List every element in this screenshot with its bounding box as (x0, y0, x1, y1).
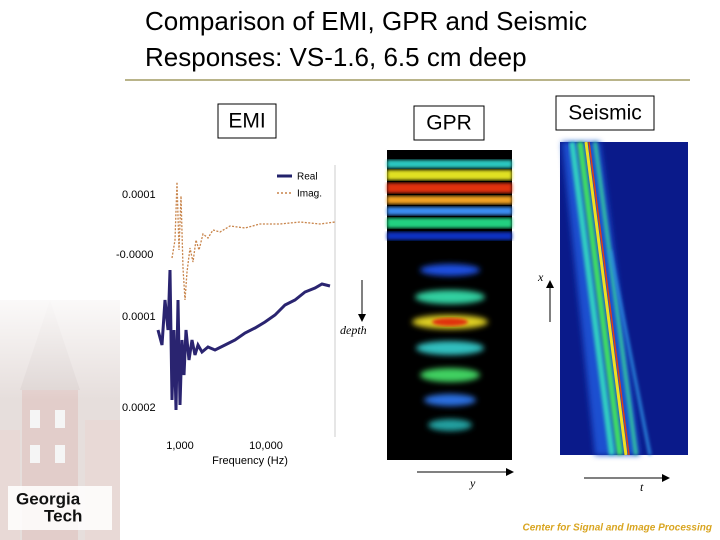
title-line: Comparison of EMI, GPR and Seismic (145, 6, 587, 36)
arrowhead (358, 314, 366, 322)
panel-label: GPR (426, 112, 472, 135)
arrowhead (506, 468, 514, 476)
axis-label: t (640, 480, 644, 494)
seismic-image (560, 141, 688, 456)
axis-label: x (537, 270, 544, 284)
background-fade (0, 280, 125, 400)
footer: Center for Signal and Image Processing (523, 523, 713, 534)
logo-text: Georgia (16, 489, 81, 508)
emi-plot: 0.0001 -0.0000 0.0001 0.0002 1,000 10,00… (116, 165, 336, 467)
real-curve (156, 269, 331, 411)
x-axis-label: Frequency (Hz) (212, 455, 288, 467)
panel-label: EMI (228, 110, 265, 133)
label-box (555, 95, 655, 131)
y-tick-label: 0.0001 (122, 311, 156, 323)
y-tick-label: 0.0001 (122, 189, 156, 201)
x-tick-label: 1,000 (166, 440, 194, 452)
axis-label: depth (340, 323, 367, 337)
x-tick-label: 10,000 (249, 440, 283, 452)
title-line: Responses: VS-1.6, 6.5 cm deep (145, 42, 527, 72)
y-tick-label: -0.0000 (116, 249, 153, 261)
label-box (413, 105, 485, 141)
gpr-image (387, 150, 512, 460)
panel-label: Seismic (568, 102, 642, 125)
label-box (217, 103, 277, 139)
y-tick-label: 0.0002 (122, 402, 156, 414)
axis-label: y (469, 476, 476, 490)
legend-label: Real (297, 172, 318, 183)
logo-text: Tech (44, 506, 82, 525)
arrowhead (662, 474, 670, 482)
logo-bg (8, 486, 112, 530)
legend-label: Imag. (297, 189, 322, 200)
arrowhead (546, 280, 554, 288)
imag-curve (171, 181, 336, 301)
